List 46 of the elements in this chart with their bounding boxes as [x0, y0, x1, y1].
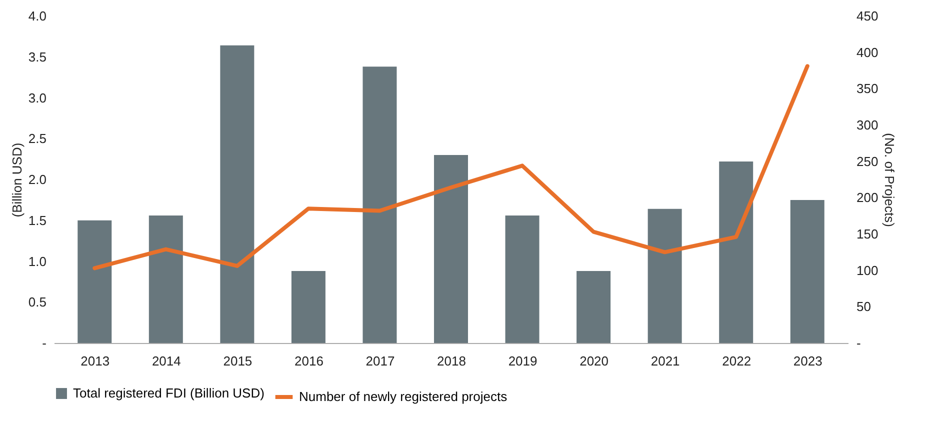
bar — [648, 208, 682, 343]
y-axis-title: (Billion USD) — [9, 142, 24, 218]
legend-label: Total registered FDI (Billion USD) — [73, 386, 264, 400]
bar — [576, 271, 611, 343]
bar — [362, 66, 397, 343]
y-tick-label: 3.0 — [28, 90, 46, 106]
x-tick-label: 2018 — [437, 354, 466, 368]
x-tick-label: 2016 — [294, 354, 324, 368]
bar — [434, 154, 468, 343]
bar — [220, 45, 254, 343]
x-tick-label: 2023 — [793, 354, 822, 368]
x-tick-label: 2013 — [80, 354, 110, 368]
y2-axis-title: (No. of Projects) — [882, 133, 898, 227]
x-tick-label: 2017 — [366, 354, 395, 368]
y2-tick-label: 100 — [856, 262, 878, 278]
y2-tick-label: 150 — [856, 226, 878, 242]
y2-tick-label: 400 — [856, 44, 878, 60]
y-tick-label: 0.5 — [28, 294, 46, 310]
y-tick-label: 2.0 — [28, 172, 46, 187]
bar — [719, 162, 754, 343]
bar — [78, 220, 112, 343]
x-tick-label: 2019 — [508, 354, 538, 368]
x-tick-label: 2014 — [152, 354, 181, 368]
y2-tick-label: 200 — [856, 190, 878, 206]
y2-tick-label: 250 — [856, 154, 878, 169]
x-tick-label: 2015 — [223, 354, 252, 368]
x-tick-label: 2022 — [722, 354, 752, 368]
y2-tick-label: 300 — [856, 118, 878, 132]
y-tick-label: 3.5 — [28, 49, 46, 64]
y-tick-label: 4.0 — [28, 8, 46, 24]
y-tick-label: 1.0 — [28, 254, 46, 269]
y2-tick-label: - — [856, 336, 861, 350]
bar — [790, 200, 824, 343]
legend-label: Number of newly registered projects — [299, 389, 508, 404]
y-tick-label: 1.5 — [28, 212, 46, 228]
line-series — [92, 64, 810, 270]
x-tick-label: 2020 — [580, 354, 609, 368]
y2-tick-label: 450 — [856, 8, 878, 24]
y-tick-label: - — [42, 336, 46, 350]
bar — [148, 215, 183, 343]
bar — [291, 271, 326, 343]
y2-tick-label: 50 — [856, 299, 871, 314]
y-tick-label: 2.5 — [28, 131, 46, 146]
x-tick-label: 2021 — [650, 354, 680, 368]
y2-tick-label: 350 — [856, 81, 878, 96]
bar — [505, 215, 540, 343]
